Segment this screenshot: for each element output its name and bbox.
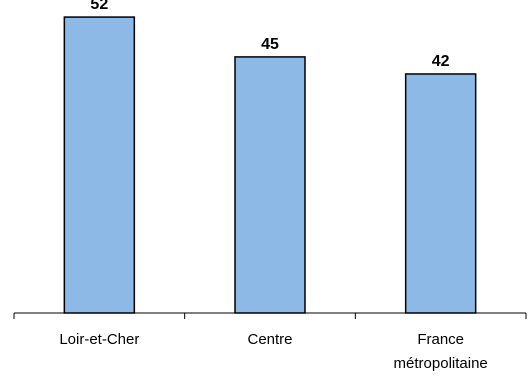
value-labels-group: 52 45 42 bbox=[90, 0, 449, 70]
bar-0 bbox=[63, 16, 136, 314]
bar-2 bbox=[404, 73, 477, 314]
value-label-1: 45 bbox=[261, 36, 279, 53]
category-labels-group: Loir-et-Cher Centre France métropolitaine bbox=[59, 331, 487, 372]
category-label-1: Centre bbox=[247, 331, 292, 348]
category-label-2: France métropolitaine bbox=[394, 331, 488, 372]
bar-1 bbox=[234, 56, 306, 314]
category-label-0: Loir-et-Cher bbox=[59, 331, 139, 348]
value-label-2: 42 bbox=[432, 53, 450, 70]
x-ticks-group bbox=[13, 313, 527, 319]
bars-group bbox=[63, 16, 477, 314]
value-label-0: 52 bbox=[90, 0, 108, 13]
